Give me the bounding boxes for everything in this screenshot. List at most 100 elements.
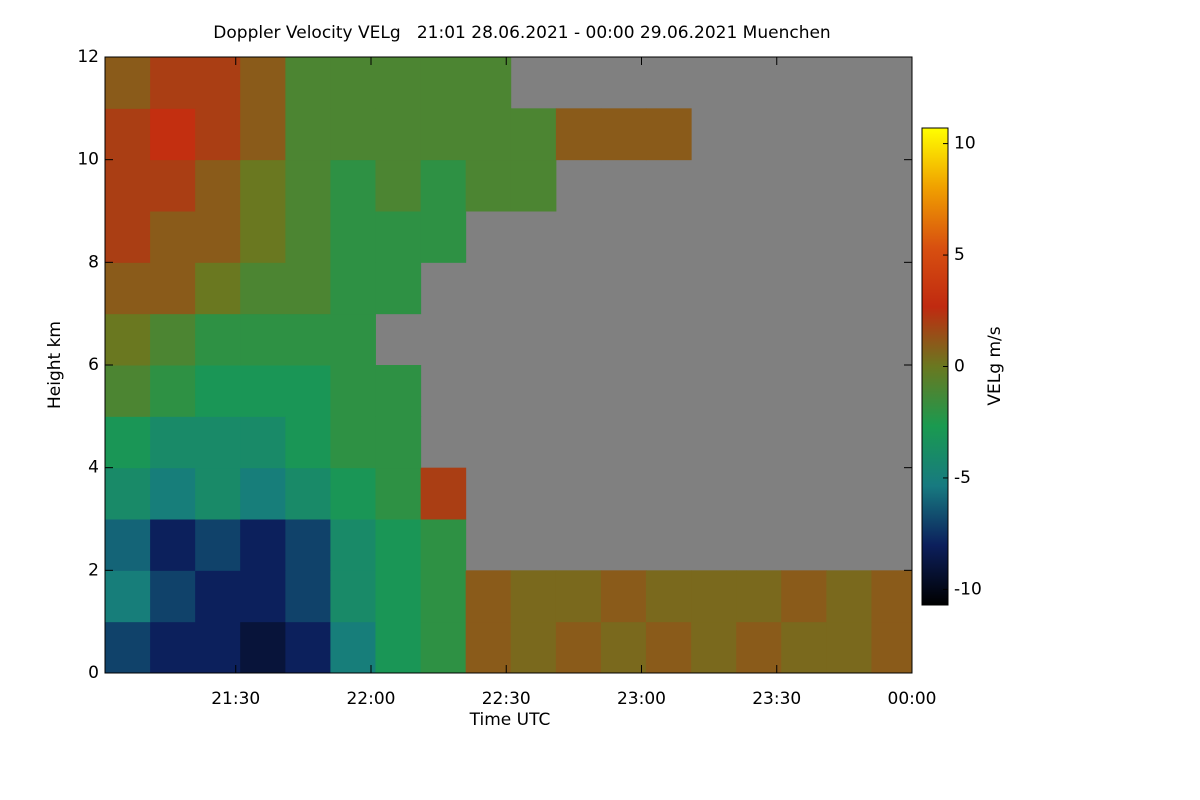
heat-cell <box>330 262 376 315</box>
y-tick-label: 12 <box>77 47 99 67</box>
heat-cell <box>150 108 196 161</box>
colorbar-label: VELg m/s <box>985 326 1005 405</box>
heat-cell <box>375 262 422 315</box>
heat-cell <box>195 621 241 674</box>
heat-cell <box>285 416 331 469</box>
heat-cell <box>285 57 331 109</box>
heat-cell <box>330 108 376 161</box>
heat-cell <box>105 467 151 520</box>
heat-cell <box>195 416 241 469</box>
heat-cell <box>465 621 512 674</box>
heat-cell <box>465 57 512 109</box>
heat-cell <box>240 467 286 520</box>
heat-cell <box>420 159 467 212</box>
heat-cell <box>420 570 467 623</box>
heat-cell <box>691 570 737 623</box>
heat-cell <box>195 262 241 315</box>
heat-cell <box>375 416 422 469</box>
heat-cell <box>736 570 782 623</box>
y-tick-label: 0 <box>88 663 99 683</box>
heat-cell <box>420 211 467 263</box>
heat-cell <box>150 313 196 366</box>
heat-cell <box>240 313 286 366</box>
chart-title: Doppler Velocity VELg 21:01 28.06.2021 -… <box>213 23 830 43</box>
heat-cell <box>330 416 376 469</box>
heat-cell <box>105 621 151 674</box>
heat-cell <box>330 621 376 674</box>
heat-cell <box>150 519 196 571</box>
heat-cell <box>826 570 872 623</box>
colorbar-tick-label: 5 <box>954 245 965 265</box>
heat-cell <box>105 108 151 161</box>
heat-cell <box>150 365 196 417</box>
heat-cell <box>150 159 196 212</box>
heat-cell <box>330 159 376 212</box>
heat-cell <box>150 570 196 623</box>
heat-cell <box>240 108 286 161</box>
heat-cell <box>330 467 376 520</box>
heat-cell <box>285 621 331 674</box>
heat-cell <box>150 262 196 315</box>
heat-cell <box>105 519 151 571</box>
heat-cell <box>285 313 331 366</box>
heat-cell <box>555 570 602 623</box>
heat-cell <box>781 621 827 674</box>
heat-cell <box>465 570 512 623</box>
heat-cell <box>240 570 286 623</box>
heat-cell <box>375 467 422 520</box>
heat-cell <box>600 108 647 161</box>
heat-cell <box>195 313 241 366</box>
heat-cell <box>375 108 422 161</box>
heat-cell <box>375 621 422 674</box>
heat-cell <box>240 519 286 571</box>
heat-cell <box>375 570 422 623</box>
heat-cell <box>105 159 151 212</box>
heat-cell <box>105 570 151 623</box>
y-tick-label: 10 <box>77 150 99 170</box>
heat-cell <box>510 621 557 674</box>
heat-cell <box>510 159 557 212</box>
heat-cell <box>871 570 913 623</box>
heat-cell <box>645 108 692 161</box>
heat-cell <box>375 519 422 571</box>
heat-cell <box>240 211 286 263</box>
heat-cell <box>285 108 331 161</box>
heat-cell <box>195 570 241 623</box>
heat-cell <box>195 57 241 109</box>
heat-cell <box>691 621 737 674</box>
heat-cell <box>510 108 557 161</box>
heat-cell <box>150 467 196 520</box>
heat-cell <box>555 108 602 161</box>
heat-cell <box>420 108 467 161</box>
x-tick-label: 00:00 <box>888 689 937 709</box>
y-tick-label: 2 <box>88 560 99 580</box>
x-tick-label: 22:00 <box>346 689 395 709</box>
heat-cell <box>240 262 286 315</box>
heat-cell <box>375 57 422 109</box>
heat-cell <box>375 211 422 263</box>
heat-cell <box>510 570 557 623</box>
heat-cell <box>600 570 647 623</box>
heat-cell <box>195 211 241 263</box>
heat-cell <box>645 621 692 674</box>
heat-cell <box>330 57 376 109</box>
heat-cell <box>465 108 512 161</box>
heat-cell <box>736 621 782 674</box>
heat-cell <box>330 313 376 366</box>
x-tick-label: 21:30 <box>211 689 260 709</box>
heat-cell <box>330 519 376 571</box>
x-axis-label: Time UTC <box>469 710 551 730</box>
heat-cell <box>330 570 376 623</box>
heat-cell <box>150 57 196 109</box>
heat-cell <box>285 519 331 571</box>
heat-cell <box>285 467 331 520</box>
heat-cell <box>285 262 331 315</box>
heat-cell <box>195 159 241 212</box>
colorbar-tick-label: -10 <box>954 579 982 599</box>
y-tick-label: 4 <box>88 458 99 478</box>
heat-cell <box>240 57 286 109</box>
x-tick-label: 23:00 <box>617 689 666 709</box>
colorbar-tick-label: 10 <box>954 134 976 154</box>
heat-cell <box>105 57 151 109</box>
x-tick-label: 22:30 <box>482 689 531 709</box>
